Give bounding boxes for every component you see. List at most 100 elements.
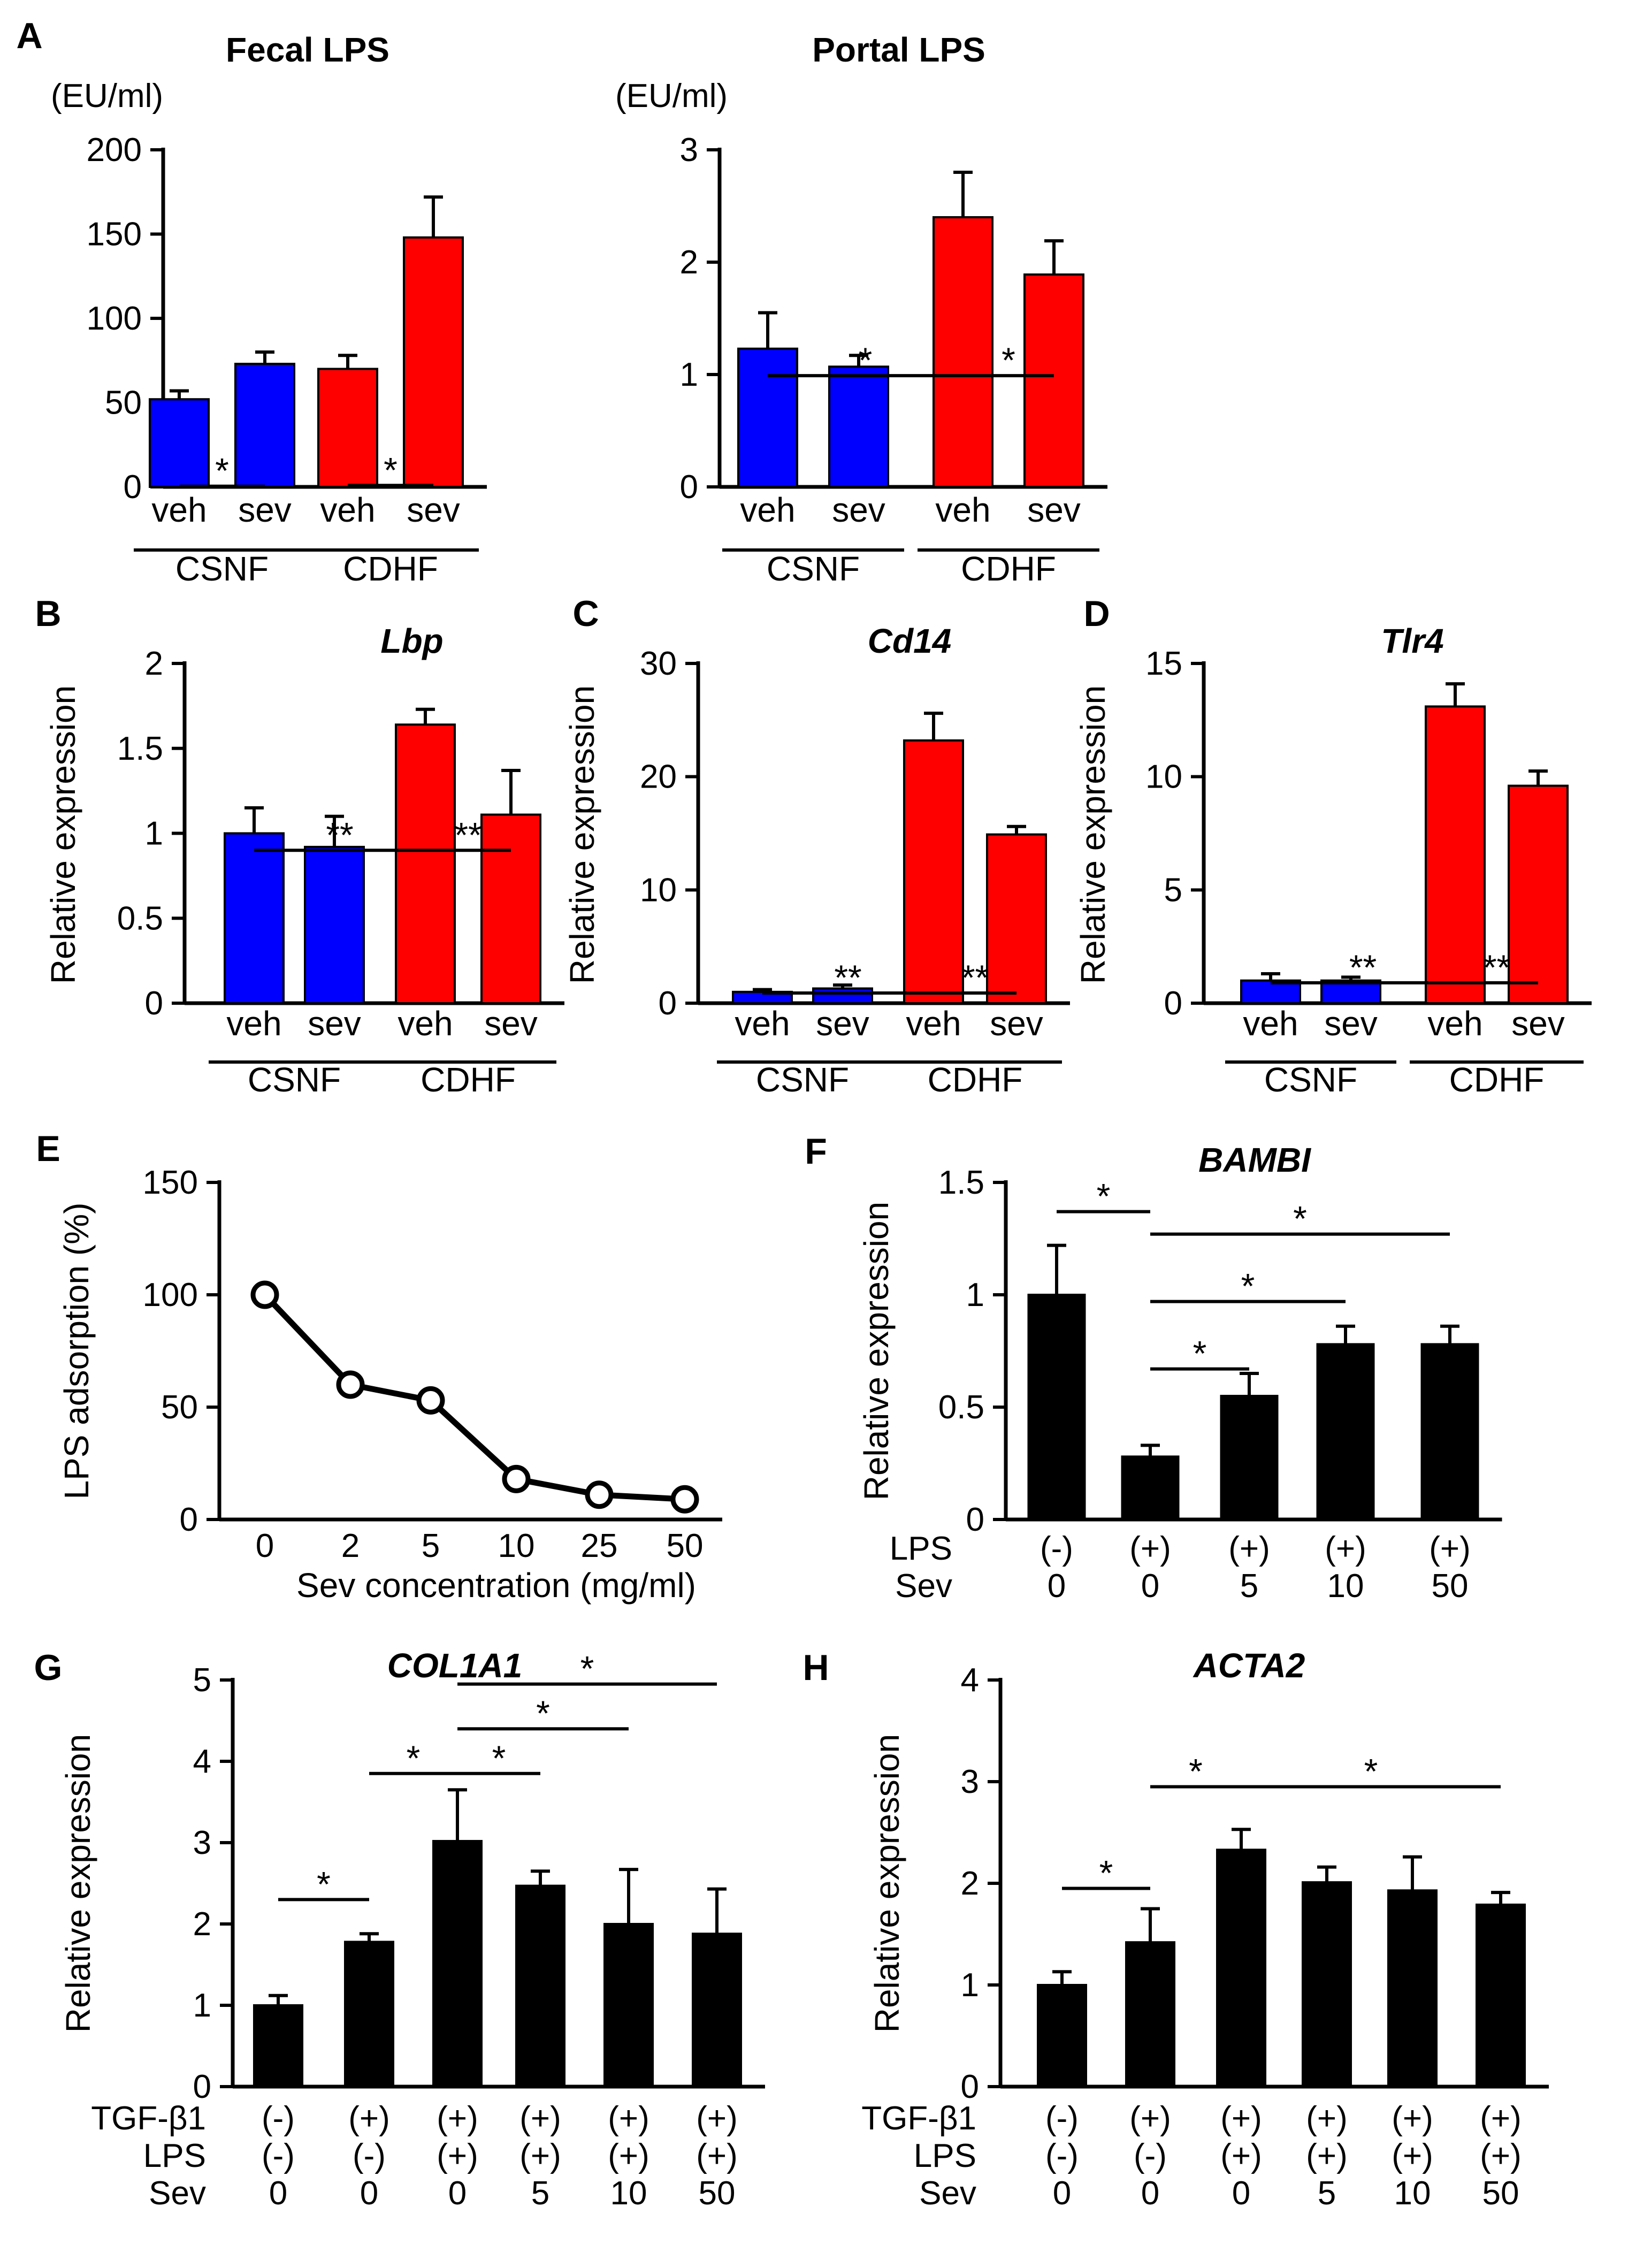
condition-value: (+) xyxy=(1392,2100,1433,2137)
condition-value: (+) xyxy=(608,2100,649,2137)
group-label: CSNF xyxy=(767,549,860,588)
condition-row-label: LPS xyxy=(143,2137,206,2174)
condition-value: 0 xyxy=(1053,2175,1071,2212)
condition-value: (+) xyxy=(1480,2100,1522,2137)
y-tick-label: 0 xyxy=(124,469,142,506)
bar xyxy=(149,398,210,488)
significance-marker: * xyxy=(536,1693,550,1733)
x-tick-label: 2 xyxy=(341,1528,360,1564)
condition-value: 0 xyxy=(1141,1568,1159,1605)
significance-marker: ** xyxy=(1349,948,1377,987)
panel-letter: D xyxy=(1083,593,1110,634)
panel-letter: B xyxy=(35,593,61,634)
y-tick-label: 1.5 xyxy=(117,730,163,767)
group-label: CDHF xyxy=(1449,1060,1545,1099)
group-label: CSNF xyxy=(175,549,269,588)
data-point xyxy=(250,1280,279,1309)
y-tick-label: 0 xyxy=(1164,985,1182,1022)
x-tick-label: sev xyxy=(816,1004,869,1043)
x-tick-label: sev xyxy=(308,1004,361,1043)
y-axis-label: Relative expression xyxy=(857,1202,896,1501)
x-tick-label: 25 xyxy=(581,1528,618,1564)
y-tick-label: 10 xyxy=(1145,759,1182,796)
condition-value: 0 xyxy=(360,2175,378,2212)
bar xyxy=(933,216,993,488)
significance-marker: * xyxy=(1189,1752,1203,1791)
condition-row-label: LPS xyxy=(914,2137,976,2174)
chart-title: BAMBI xyxy=(1198,1141,1311,1179)
y-tick-label: 4 xyxy=(961,1662,979,1699)
bar xyxy=(317,368,378,488)
condition-row-label: Sev xyxy=(895,1568,952,1605)
y-tick-label: 0 xyxy=(145,985,163,1022)
significance-marker: ** xyxy=(834,958,861,997)
condition-value: (+) xyxy=(1392,2137,1433,2174)
significance-marker: * xyxy=(580,1649,594,1689)
significance-marker: * xyxy=(1293,1199,1307,1239)
y-tick-label: 3 xyxy=(193,1824,211,1861)
significance-marker: * xyxy=(492,1738,506,1778)
y-tick-label: 3 xyxy=(961,1763,979,1800)
condition-value: (+) xyxy=(608,2137,649,2174)
condition-value: 0 xyxy=(1141,2175,1159,2212)
condition-row-label: TGF-β1 xyxy=(91,2100,206,2137)
group-label: CSNF xyxy=(756,1060,849,1099)
condition-value: (+) xyxy=(1306,2100,1348,2137)
x-tick-label: veh xyxy=(1427,1004,1482,1043)
x-tick-label: veh xyxy=(398,1004,453,1043)
condition-value: (+) xyxy=(1480,2137,1522,2174)
condition-value: 0 xyxy=(1232,2175,1250,2212)
group-label: CSNF xyxy=(248,1060,341,1099)
group-label: CSNF xyxy=(1264,1060,1357,1099)
y-tick-label: 1 xyxy=(145,815,163,852)
bar xyxy=(828,365,889,488)
x-tick-label: veh xyxy=(151,491,207,529)
condition-row-label: TGF-β1 xyxy=(861,2100,976,2137)
y-axis-label: Relative expression xyxy=(563,685,601,984)
condition-value: (-) xyxy=(1134,2137,1167,2174)
condition-value: (+) xyxy=(1325,1530,1366,1567)
unit-label: (EU/ml) xyxy=(51,78,163,114)
condition-value: (+) xyxy=(1129,2100,1171,2137)
y-tick-label: 2 xyxy=(680,244,698,281)
bar xyxy=(1316,1343,1375,1521)
panel-letter: C xyxy=(572,593,599,634)
data-point xyxy=(670,1485,699,1514)
bar xyxy=(480,813,541,1004)
bar xyxy=(1302,1881,1352,2088)
y-tick-label: 15 xyxy=(1145,645,1182,682)
bar xyxy=(1125,1941,1175,2088)
condition-value: (-) xyxy=(353,2137,386,2174)
condition-row-label: Sev xyxy=(919,2175,976,2212)
y-tick-label: 0 xyxy=(659,985,677,1022)
unit-label: (EU/ml) xyxy=(615,78,728,114)
bar xyxy=(986,833,1047,1005)
x-tick-label: sev xyxy=(1027,491,1081,529)
significance-marker: * xyxy=(215,451,229,491)
y-tick-label: 50 xyxy=(105,385,142,422)
group-label: CDHF xyxy=(343,549,438,588)
bar xyxy=(1508,784,1569,1004)
panel-g: G COL1A1 Relative expression 0 1 2 3 4 5 TGF-β1 (-… xyxy=(34,1646,765,2212)
bar xyxy=(515,1884,565,2088)
bar xyxy=(1425,705,1486,1004)
condition-row-label: Sev xyxy=(149,2175,206,2212)
x-tick-label: veh xyxy=(935,491,990,529)
panel-letter: E xyxy=(36,1128,60,1169)
y-tick-label: 1 xyxy=(680,356,698,393)
x-tick-label: veh xyxy=(320,491,375,529)
y-tick-label: 4 xyxy=(193,1743,211,1780)
panel-letter: G xyxy=(34,1647,63,1688)
condition-value: (-) xyxy=(1045,2100,1079,2137)
x-tick-label: sev xyxy=(1324,1004,1378,1043)
chart-title: Cd14 xyxy=(868,622,952,660)
x-tick-label: 0 xyxy=(256,1528,274,1564)
y-tick-label: 5 xyxy=(193,1662,211,1699)
panel-letter: H xyxy=(802,1647,829,1688)
x-tick-label: sev xyxy=(407,491,460,529)
group-label: CDHF xyxy=(421,1060,516,1099)
x-tick-label: sev xyxy=(832,491,885,529)
data-point xyxy=(416,1386,445,1415)
x-tick-label: 50 xyxy=(667,1528,704,1564)
